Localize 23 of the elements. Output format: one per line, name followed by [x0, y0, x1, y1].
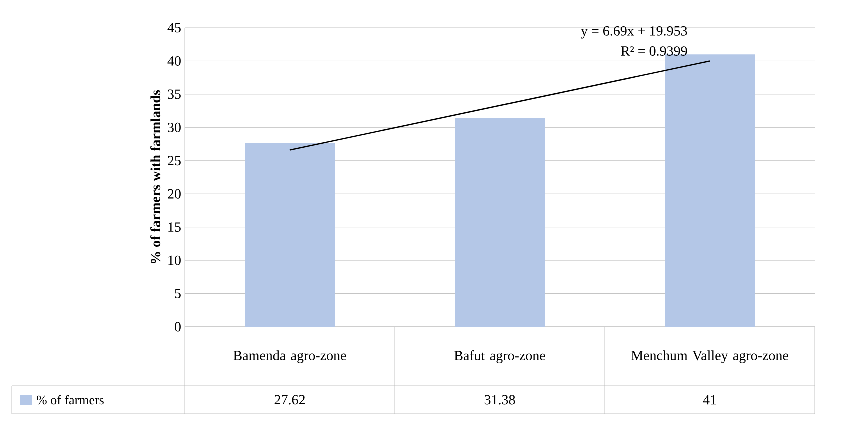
annotation: y = 6.69x + 19.953 [581, 26, 688, 39]
y-tick-label: 30 [168, 122, 181, 132]
y-tick-label: 0 [175, 322, 181, 332]
x-tick-label: Menchum Valley agro-zone [632, 350, 788, 364]
y-tick-label: 45 [168, 23, 181, 33]
y-tick-label: 5 [175, 289, 181, 298]
y-tick-label: 40 [168, 56, 181, 66]
x-tick-label: Bafut agro-zone [454, 350, 546, 364]
legend-label: % of farmers [36, 395, 104, 405]
y-tick-label: 25 [168, 156, 181, 166]
data-label: 27.62 [274, 395, 305, 405]
annotation: R² = 0.9399 [621, 46, 688, 56]
x-tick-label: Bamenda agro-zone [234, 350, 346, 364]
bar [455, 118, 546, 327]
y-tick-label: 35 [168, 90, 181, 100]
bar [665, 54, 756, 327]
data-label: 41 [703, 395, 716, 405]
data-label: 31.38 [484, 395, 516, 405]
bar [245, 143, 336, 327]
y-tick-label: 15 [168, 222, 181, 232]
y-tick-label: 20 [168, 189, 181, 199]
y-axis-title: % of farmers with farmlands [150, 90, 161, 264]
y-tick-label: 10 [168, 256, 181, 266]
